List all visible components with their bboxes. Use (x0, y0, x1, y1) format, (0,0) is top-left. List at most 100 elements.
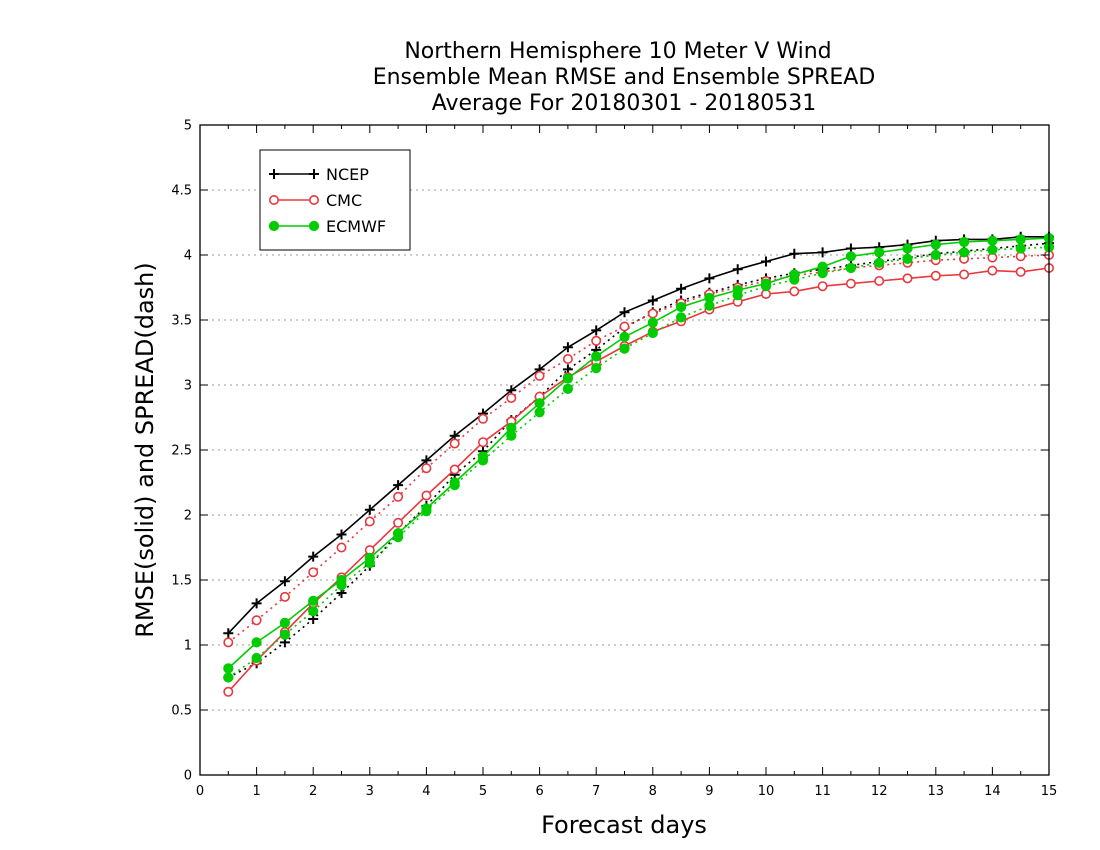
title-line-1: Northern Hemisphere 10 Meter V Wind (404, 39, 831, 64)
cmc-rmse-point (987, 265, 998, 276)
x-tick-label: 7 (592, 784, 600, 799)
ecmwf-spread-point (874, 257, 885, 268)
y-axis-label: RMSE(solid) and SPREAD(dash) (131, 262, 159, 638)
chart-title: Northern Hemisphere 10 Meter V Wind Ense… (373, 39, 876, 116)
ecmwf-rmse-point (704, 292, 715, 303)
ecmwf-spread-point (591, 363, 602, 374)
ncep-rmse-point (364, 504, 375, 515)
ecmwf-rmse-point (449, 477, 460, 488)
x-tick-label: 3 (366, 784, 374, 799)
ecmwf-spread-point (223, 672, 234, 683)
ecmwf-rmse-point (760, 278, 772, 289)
ncep-rmse-point (393, 480, 404, 491)
cmc-rmse-point (874, 275, 885, 286)
y-tick-label: 1 (184, 639, 192, 654)
cmc-rmse-point (902, 273, 913, 284)
ecmwf-rmse-point (1015, 234, 1026, 245)
ecmwf-rmse-point (874, 247, 885, 258)
y-tick-label: 1.5 (171, 574, 192, 589)
legend-ncep-label: NCEP (326, 165, 369, 184)
ecmwf-spread-point (619, 343, 630, 354)
cmc-rmse-point (223, 686, 234, 697)
ecmwf-rmse-point (789, 269, 800, 280)
ecmwf-rmse-point (279, 617, 290, 629)
cmc-spread-point (449, 438, 460, 449)
ecmwf-rmse-point (959, 236, 970, 248)
ecmwf-spread-point (902, 253, 913, 264)
ecmwf-rmse-point (591, 351, 602, 362)
ecmwf-rmse-point (364, 552, 375, 564)
x-axis-label: Forecast days (541, 811, 707, 839)
ncep-rmse-point (562, 342, 573, 353)
ecmwf-spread-point (845, 262, 857, 274)
ecmwf-spread-line (227, 246, 1050, 679)
series-ncep (223, 231, 1054, 683)
ecmwf-rmse-point (308, 595, 319, 606)
cmc-rmse-point (959, 269, 970, 280)
ecmwf-rmse-point (902, 243, 913, 254)
cmc-rmse-point (845, 278, 856, 289)
y-tick-label: 4.5 (171, 184, 192, 199)
cmc-spread-point (477, 413, 488, 424)
cmc-spread-point (562, 353, 573, 364)
x-tick-label: 8 (649, 784, 657, 799)
ecmwf-rmse-point (930, 239, 941, 250)
legend-ncep-marker-left (269, 169, 279, 179)
grid (200, 189, 1049, 711)
legend: NCEP CMC ECMWF (259, 149, 411, 251)
cmc-spread-point (251, 615, 262, 626)
x-tick-label: 1 (252, 784, 260, 799)
cmc-spread-point (506, 392, 517, 403)
cmc-spread-point (421, 463, 432, 474)
ecmwf-rmse-point (477, 451, 489, 462)
cmc-rmse-point (449, 464, 460, 475)
cmc-spread-point (223, 637, 234, 648)
cmc-rmse-point (817, 281, 828, 292)
cmc-spread-point (308, 567, 319, 578)
ncep-rmse-point (308, 551, 319, 562)
ecmwf-rmse-point (845, 251, 857, 262)
cmc-rmse-point (930, 270, 941, 281)
x-tick-label: 12 (871, 784, 888, 799)
cmc-spread-point (591, 335, 602, 346)
ncep-rmse-point (251, 598, 262, 609)
legend-ncep-marker-right (309, 169, 319, 179)
x-tick-label: 13 (928, 784, 945, 799)
ecmwf-rmse-point (534, 398, 545, 409)
ecmwf-spread-point (308, 606, 319, 617)
cmc-rmse-point (1015, 266, 1026, 277)
ecmwf-spread-point (534, 407, 545, 418)
ncep-rmse-point (704, 273, 715, 284)
ncep-rmse-point (591, 325, 602, 336)
x-tick-label: 0 (196, 784, 204, 799)
cmc-rmse-line (227, 267, 1050, 693)
x-tick-label: 14 (984, 784, 1001, 799)
title-line-2: Ensemble Mean RMSE and Ensemble SPREAD (373, 65, 876, 90)
y-tick-label: 3.5 (171, 314, 192, 329)
ncep-rmse-point (336, 529, 347, 540)
ncep-rmse-point (676, 283, 687, 294)
legend-cmc-label: CMC (326, 191, 362, 210)
x-tick-label: 15 (1041, 784, 1058, 799)
x-tick-label: 5 (479, 784, 487, 799)
series-layer (223, 231, 1055, 697)
ecmwf-spread-point (251, 652, 262, 664)
x-tick-label: 6 (535, 784, 543, 799)
series-cmc (223, 250, 1055, 697)
cmc-rmse-point (393, 517, 404, 528)
x-tick-label: 10 (758, 784, 775, 799)
legend-cmc-marker-right (308, 195, 319, 206)
legend-ecmwf-marker-right (308, 220, 320, 232)
ecmwf-rmse-point (223, 663, 234, 674)
ecmwf-spread-point (959, 247, 970, 258)
ecmwf-rmse-point (817, 261, 828, 272)
ecmwf-rmse-point (676, 301, 687, 313)
ncep-rmse-point (817, 247, 828, 258)
cmc-spread-point (647, 308, 658, 319)
ncep-rmse-point (279, 576, 290, 587)
title-line-3: Average For 20180301 - 20180531 (432, 91, 817, 116)
cmc-rmse-point (789, 286, 800, 297)
ecmwf-spread-point (279, 629, 290, 640)
y-axis: 0 0.5 1 1.5 2 2.5 3 3.5 4 4.5 5 (171, 119, 1049, 784)
